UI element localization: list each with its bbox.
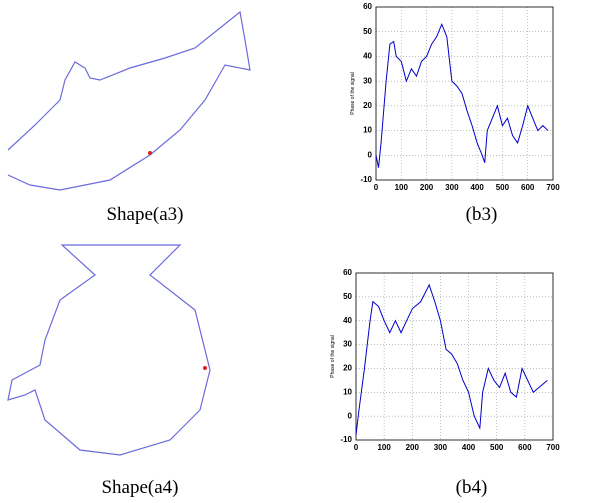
plot-frame xyxy=(376,7,553,180)
shape-fish xyxy=(8,12,250,190)
start-point xyxy=(203,366,207,370)
y-tick-label: 40 xyxy=(343,316,352,325)
y-tick-label: 0 xyxy=(368,150,373,159)
figure: Shape(a3) Shape(a4) -1001020304050600100… xyxy=(0,0,590,503)
caption: (b3) xyxy=(466,204,498,225)
y-tick-label: 40 xyxy=(363,52,372,61)
x-tick-label: 200 xyxy=(406,443,420,452)
caption: (b4) xyxy=(456,477,488,498)
y-tick-label: 20 xyxy=(343,364,352,373)
y-tick-label: -10 xyxy=(340,435,352,444)
y-axis-label: Phase of the signal xyxy=(350,72,356,115)
plot-frame xyxy=(356,273,553,440)
y-tick-label: 50 xyxy=(343,292,352,301)
x-tick-label: 0 xyxy=(374,183,379,192)
caption: Shape(a3) xyxy=(106,204,183,225)
x-tick-label: 600 xyxy=(518,443,532,452)
y-tick-label: 0 xyxy=(348,411,353,420)
x-tick-label: 500 xyxy=(496,183,510,192)
x-tick-label: 500 xyxy=(490,443,504,452)
y-tick-label: 10 xyxy=(363,126,372,135)
x-tick-label: 200 xyxy=(420,183,434,192)
x-tick-label: 700 xyxy=(546,443,560,452)
x-tick-label: 300 xyxy=(445,183,459,192)
x-tick-label: 100 xyxy=(395,183,409,192)
line xyxy=(356,285,547,435)
line xyxy=(376,24,548,167)
caption: Shape(a4) xyxy=(101,477,178,498)
x-tick-label: 300 xyxy=(434,443,448,452)
x-tick-label: 600 xyxy=(521,183,535,192)
start-point xyxy=(148,151,152,155)
y-tick-label: 60 xyxy=(343,268,352,277)
y-tick-label: 30 xyxy=(363,76,372,85)
x-tick-label: 400 xyxy=(470,183,484,192)
y-tick-label: 60 xyxy=(363,2,372,11)
page: Shape(a3) Shape(a4) -1001020304050600100… xyxy=(0,0,590,503)
y-tick-label: 30 xyxy=(343,340,352,349)
y-tick-label: 10 xyxy=(343,387,352,396)
y-tick-label: 50 xyxy=(363,27,372,36)
y-tick-label: -10 xyxy=(360,175,372,184)
x-tick-label: 700 xyxy=(546,183,560,192)
x-tick-label: 100 xyxy=(377,443,391,452)
x-tick-label: 0 xyxy=(354,443,359,452)
y-tick-label: 20 xyxy=(363,101,372,110)
shape-vase xyxy=(8,245,210,455)
x-tick-label: 400 xyxy=(462,443,476,452)
y-axis-label: Phase of the signal xyxy=(330,335,336,378)
